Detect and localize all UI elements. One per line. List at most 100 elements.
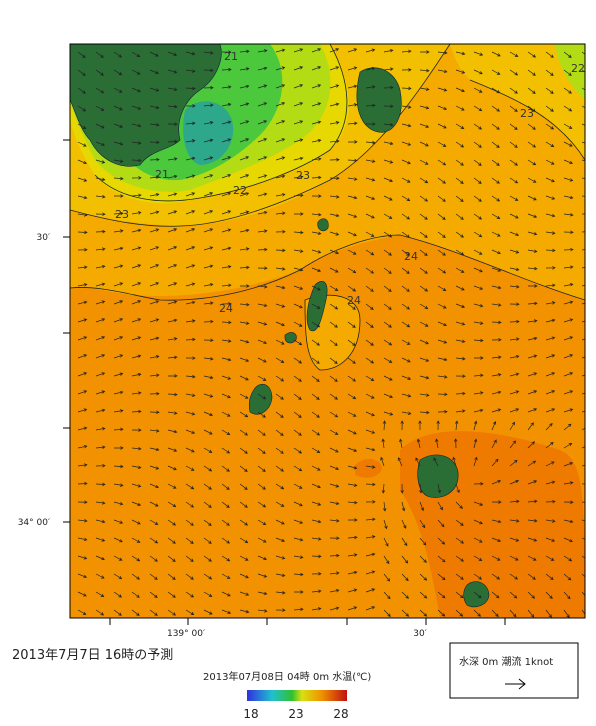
current-arrow — [381, 438, 385, 449]
current-arrow — [95, 519, 106, 524]
current-arrow — [95, 212, 106, 216]
current-arrow — [221, 519, 230, 526]
current-arrow — [149, 555, 158, 562]
current-arrow — [149, 519, 159, 525]
current-arrow — [329, 321, 338, 328]
current-arrow — [95, 105, 105, 111]
current-arrow — [437, 249, 446, 256]
current-arrow — [329, 571, 340, 575]
current-arrow — [401, 267, 410, 274]
current-arrow — [419, 213, 428, 220]
current-arrow — [167, 87, 178, 91]
current-arrow — [221, 609, 232, 614]
current-arrow — [293, 555, 304, 559]
current-arrow — [365, 303, 374, 310]
current-arrow — [455, 374, 466, 378]
current-arrow — [275, 321, 285, 327]
current-arrow — [257, 357, 267, 363]
current-arrow — [491, 303, 502, 307]
current-arrow — [527, 573, 536, 580]
current-arrow — [347, 465, 358, 470]
current-arrow — [95, 354, 106, 359]
legend-box — [449, 642, 579, 699]
current-arrow — [311, 357, 320, 364]
current-arrow — [293, 48, 304, 53]
contour-label: 23 — [520, 107, 534, 120]
current-arrow — [437, 141, 447, 147]
current-arrow — [383, 159, 394, 164]
current-arrow — [563, 462, 574, 467]
current-arrow — [185, 174, 196, 179]
current-arrow — [131, 483, 142, 488]
current-arrow — [77, 141, 87, 147]
current-arrow — [203, 246, 214, 251]
current-arrow — [311, 231, 322, 235]
current-arrow — [383, 67, 394, 71]
current-arrow — [203, 555, 212, 562]
current-arrow — [455, 249, 465, 256]
current-arrow — [473, 303, 484, 308]
current-arrow — [329, 267, 339, 273]
current-arrow — [419, 555, 427, 563]
current-arrow — [473, 482, 484, 486]
current-arrow — [113, 501, 124, 506]
current-arrow — [329, 357, 338, 364]
current-arrow — [77, 195, 88, 200]
current-arrow — [545, 336, 556, 341]
current-arrow — [455, 69, 466, 74]
map-area: 21 21 22 23 23 23 22 24 24 24 — [70, 44, 585, 618]
current-arrow — [95, 141, 106, 147]
current-arrow — [382, 420, 387, 431]
current-arrow — [473, 105, 483, 112]
current-arrow — [455, 537, 464, 544]
current-arrow — [185, 483, 195, 490]
current-arrow — [95, 445, 106, 449]
current-arrow — [491, 373, 502, 377]
current-arrow — [581, 427, 585, 431]
current-arrow — [311, 447, 321, 453]
current-arrow — [95, 195, 106, 199]
current-arrow — [347, 321, 356, 328]
current-arrow — [131, 465, 142, 469]
current-arrow — [203, 537, 212, 544]
current-arrow — [455, 321, 466, 326]
current-arrow — [221, 174, 232, 179]
current-arrow — [401, 555, 409, 564]
current-arrow — [365, 85, 376, 89]
current-arrow — [257, 247, 268, 252]
current-arrow — [131, 609, 140, 616]
current-arrow — [95, 609, 105, 616]
current-arrow — [491, 500, 502, 504]
current-arrow — [509, 555, 519, 561]
current-arrow — [419, 123, 430, 128]
current-arrow — [203, 591, 213, 597]
current-arrow — [77, 591, 87, 597]
current-arrow — [293, 483, 303, 489]
current-arrow — [383, 104, 394, 108]
current-arrow — [203, 85, 214, 90]
current-arrow — [527, 537, 538, 542]
current-arrow — [257, 120, 268, 125]
current-arrow — [419, 519, 426, 529]
current-arrow — [275, 156, 286, 161]
current-arrow — [527, 480, 538, 485]
current-arrow — [455, 555, 464, 562]
current-arrow — [527, 319, 538, 323]
current-arrow — [563, 443, 573, 449]
current-arrow — [401, 321, 411, 328]
current-arrow — [419, 375, 430, 380]
current-arrow — [311, 589, 322, 594]
current-arrow — [131, 264, 142, 269]
current-arrow — [365, 195, 376, 200]
current-arrow — [239, 138, 250, 143]
current-arrow — [95, 573, 105, 579]
current-arrow — [311, 537, 322, 541]
current-arrow — [365, 588, 376, 593]
current-arrow — [221, 447, 231, 454]
current-arrow — [293, 590, 304, 594]
current-arrow — [185, 555, 194, 562]
current-arrow — [419, 50, 430, 54]
sea-zone — [355, 458, 382, 478]
current-arrow — [167, 300, 178, 305]
current-arrow — [221, 375, 232, 380]
